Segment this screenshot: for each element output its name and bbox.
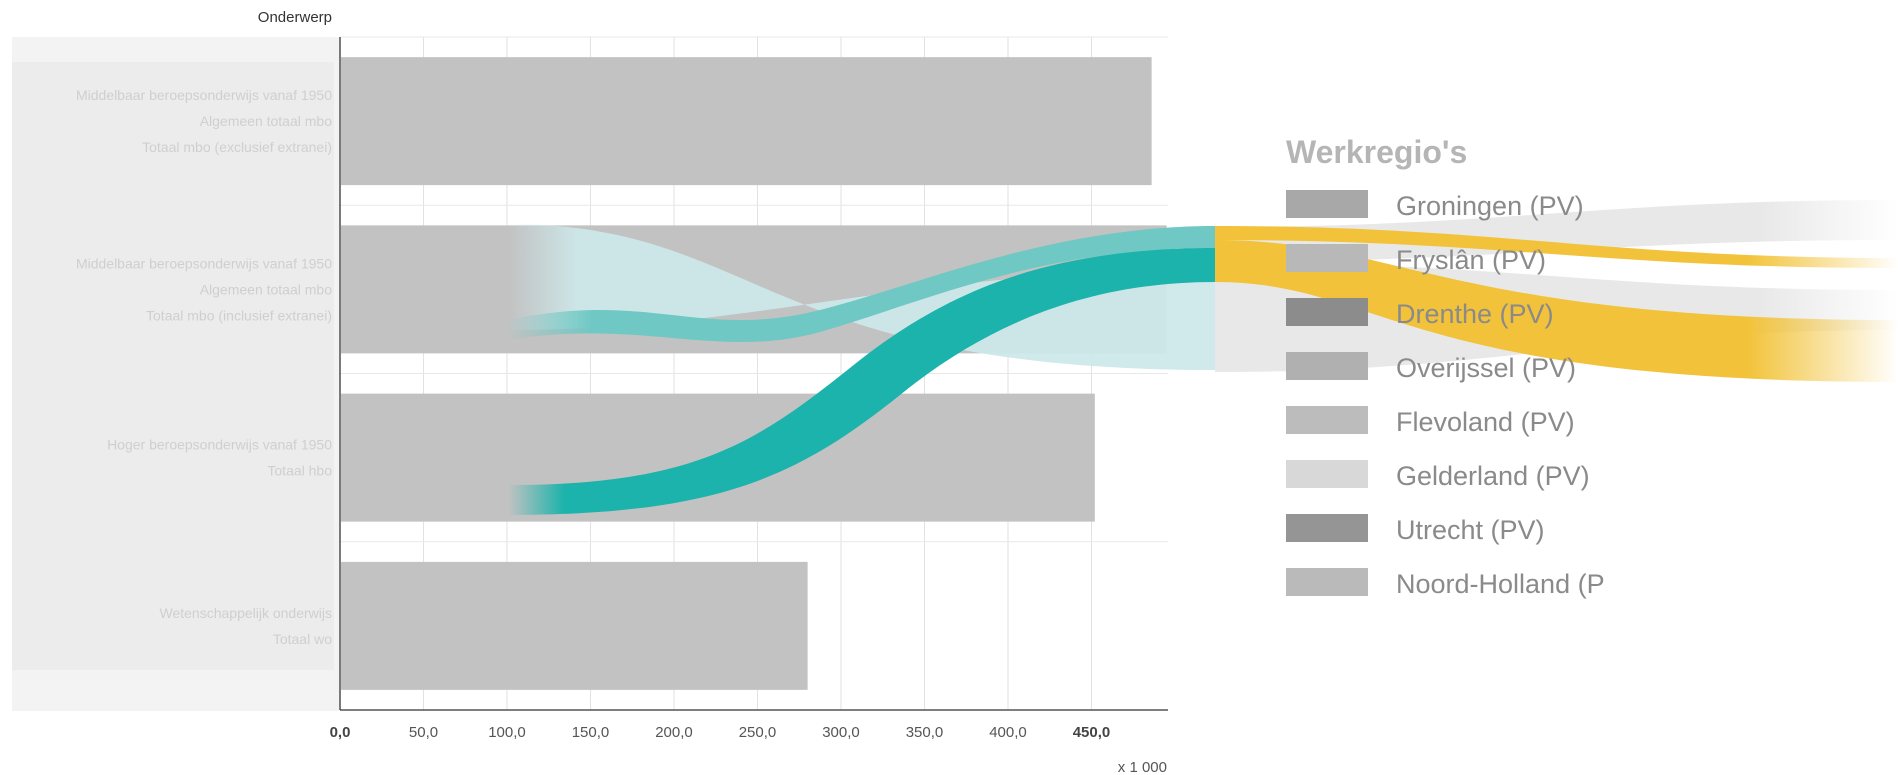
bar[interactable]: [341, 561, 808, 690]
legend-label[interactable]: Drenthe (PV): [1396, 299, 1554, 329]
legend-label[interactable]: Noord-Holland (P: [1396, 569, 1605, 599]
legend-title: Werkregio's: [1286, 134, 1467, 170]
legend-label[interactable]: Overijssel (PV): [1396, 353, 1576, 383]
x-tick-label: 0,0: [330, 724, 351, 741]
x-tick-label: 450,0: [1073, 724, 1111, 741]
flow-ribbons: [508, 200, 1898, 515]
axis-title: Onderwerp: [258, 9, 332, 26]
legend-swatch[interactable]: [1286, 352, 1368, 380]
legend: Werkregio's Groningen (PV) Fryslân (PV) Dr…: [1286, 134, 1605, 599]
ribbon-yellow-wide: [1215, 240, 1898, 382]
legend-swatch[interactable]: [1286, 406, 1368, 434]
x-tick-labels: 0,0 50,0 100,0 150,0 200,0 250,0 300,0 350,0 400…: [330, 724, 1111, 741]
legend-swatch[interactable]: [1286, 568, 1368, 596]
ribbon-teal-light: [508, 226, 1215, 343]
category-panel-inner: [12, 62, 334, 670]
unit-label: x 1 000: [1118, 759, 1167, 775]
x-tick-label: 400,0: [989, 724, 1027, 741]
x-tick-label: 50,0: [409, 724, 438, 741]
legend-swatch[interactable]: [1286, 514, 1368, 542]
x-tick-label: 100,0: [488, 724, 526, 741]
legend-swatch[interactable]: [1286, 298, 1368, 326]
x-tick-label: 350,0: [906, 724, 944, 741]
category-label: Wetenschappelijk onderwijs: [160, 605, 333, 621]
legend-swatch[interactable]: [1286, 244, 1368, 272]
category-label: Totaal mbo (inclusief extranei): [146, 307, 332, 323]
ribbon-cyan-pale: [508, 224, 1215, 370]
legend-label[interactable]: Gelderland (PV): [1396, 461, 1590, 491]
bar[interactable]: [341, 57, 1152, 186]
category-label: Middelbaar beroepsonderwijs vanaf 1950: [76, 87, 332, 103]
category-label: Algemeen totaal mbo: [200, 281, 333, 297]
legend-swatch[interactable]: [1286, 190, 1368, 218]
legend-label[interactable]: Fryslân (PV): [1396, 245, 1546, 275]
legend-label[interactable]: Groningen (PV): [1396, 191, 1584, 221]
x-tick-label: 200,0: [655, 724, 693, 741]
ribbon-grey-upper: [1215, 200, 1898, 262]
category-label: Middelbaar beroepsonderwijs vanaf 1950: [76, 255, 332, 271]
legend-swatch[interactable]: [1286, 460, 1368, 488]
x-tick-label: 250,0: [739, 724, 777, 741]
category-label: Hoger beroepsonderwijs vanaf 1950: [107, 437, 332, 453]
category-labels: Middelbaar beroepsonderwijs vanaf 1950 Al…: [76, 87, 332, 647]
x-tick-label: 150,0: [572, 724, 610, 741]
legend-label[interactable]: Flevoland (PV): [1396, 407, 1575, 437]
ribbon-teal: [508, 248, 1215, 515]
category-label: Totaal mbo (exclusief extranei): [142, 139, 332, 155]
category-label: Algemeen totaal mbo: [200, 113, 333, 129]
ribbon-yellow-thin: [1215, 226, 1898, 268]
x-tick-label: 300,0: [822, 724, 860, 741]
category-label: Totaal wo: [273, 631, 332, 647]
legend-label[interactable]: Utrecht (PV): [1396, 515, 1545, 545]
category-label: Totaal hbo: [267, 463, 332, 479]
